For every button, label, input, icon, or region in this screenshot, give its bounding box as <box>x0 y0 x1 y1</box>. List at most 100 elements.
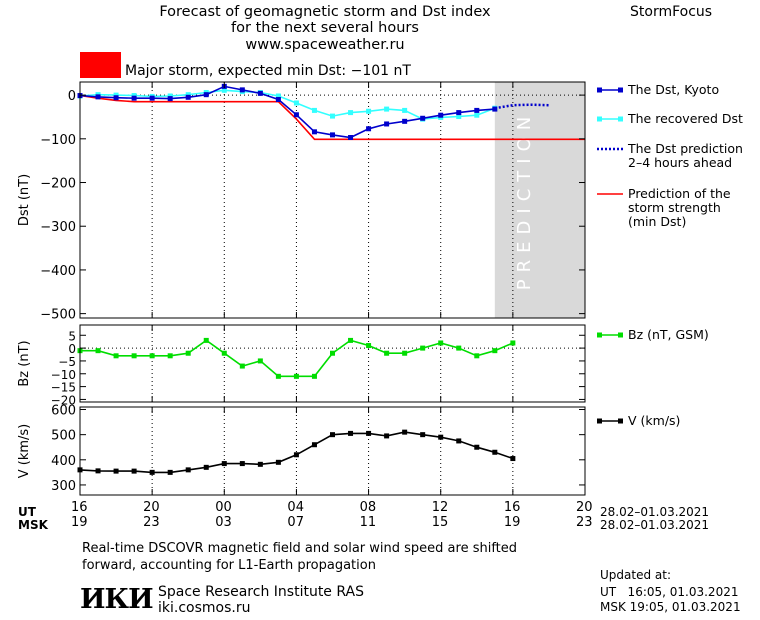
data-point <box>131 95 137 101</box>
data-point <box>167 96 173 102</box>
legend-v-marker <box>618 418 623 424</box>
data-point <box>203 92 209 98</box>
y-tick-label: −300 <box>40 220 76 235</box>
brand-name: StormFocus <box>630 4 713 20</box>
date-range-msk: 28.02–01.03.2021 <box>600 518 710 532</box>
legend-dst-recovered-label: The recovered Dst <box>627 111 743 126</box>
data-point <box>384 121 390 127</box>
y-tick-label: 300 <box>51 479 76 494</box>
legend-v-label: V (km/s) <box>628 413 680 428</box>
data-point <box>456 110 462 116</box>
data-point <box>402 107 408 113</box>
legend-dst-prediction-label: 2–4 hours ahead <box>628 155 732 170</box>
institute-name: Space Research Institute RAS <box>158 584 364 600</box>
msk-tick-label: 19 <box>71 515 88 530</box>
legend-dst-kyoto-marker <box>618 87 623 93</box>
y-tick-label: −5 <box>58 355 76 369</box>
data-point <box>311 129 317 135</box>
y-tick-label: −200 <box>40 177 76 192</box>
data-point <box>113 95 119 101</box>
data-point <box>131 353 137 359</box>
data-point <box>149 95 155 101</box>
data-point <box>221 87 227 93</box>
ut-tick-label: 04 <box>287 500 304 515</box>
y-tick-label: 0 <box>68 89 76 104</box>
y-tick-label: 500 <box>51 429 76 444</box>
ut-tick-label: 20 <box>143 500 160 515</box>
data-point <box>167 353 173 359</box>
data-point <box>456 345 462 351</box>
data-point <box>402 118 408 124</box>
data-point <box>185 94 191 100</box>
data-point <box>420 345 426 351</box>
data-point <box>275 459 281 465</box>
data-point <box>293 373 299 379</box>
data-point <box>239 461 245 467</box>
y-tick-label: −400 <box>40 264 76 279</box>
legend-dst-prediction-label: The Dst prediction <box>627 141 743 156</box>
data-point <box>474 107 480 113</box>
data-point <box>492 348 498 354</box>
y-tick-label: 400 <box>51 454 76 469</box>
storm-banner-text: Major storm, expected min Dst: −101 nT <box>125 63 411 79</box>
data-point <box>438 434 444 440</box>
data-point <box>275 93 281 99</box>
website-url[interactable]: www.spaceweather.ru <box>245 37 405 53</box>
date-range-ut: 28.02–01.03.2021 <box>600 505 710 519</box>
data-point <box>456 438 462 444</box>
data-point <box>474 353 480 359</box>
data-point <box>384 433 390 439</box>
footer-note-line2: forward, accounting for L1-Earth propaga… <box>82 558 376 573</box>
ut-tick-label: 16 <box>71 500 88 515</box>
data-point <box>510 340 516 346</box>
data-point <box>149 353 155 359</box>
data-point <box>203 337 209 343</box>
data-point <box>510 456 516 462</box>
y-tick-label: −500 <box>40 308 76 323</box>
legend-bz-marker <box>618 332 623 338</box>
ut-tick-label: 12 <box>431 500 449 515</box>
data-point <box>366 108 372 114</box>
data-point <box>311 373 317 379</box>
plot-frame <box>79 406 586 496</box>
legend-storm-strength-label: (min Dst) <box>628 214 686 229</box>
data-point <box>366 343 372 349</box>
data-point <box>293 452 299 458</box>
data-point <box>131 93 137 99</box>
ut-tick-label: 20 <box>576 500 593 515</box>
data-point <box>185 92 191 98</box>
data-point <box>474 444 480 450</box>
updated-msk: MSK 19:05, 01.03.2021 <box>600 600 741 614</box>
data-point <box>95 94 101 100</box>
data-point <box>95 468 101 474</box>
legend-bz-label: Bz (nT, GSM) <box>628 327 709 342</box>
y-tick-label: 5 <box>68 329 76 343</box>
y-tick-label: 600 <box>51 404 76 419</box>
data-point <box>203 464 209 470</box>
data-point <box>330 432 335 438</box>
data-point <box>275 373 281 379</box>
data-point <box>402 429 408 435</box>
institute-website[interactable]: iki.cosmos.ru <box>158 600 251 616</box>
ut-tick-label: 16 <box>503 500 521 515</box>
series-line <box>79 431 514 474</box>
prediction-label: PREDICTION <box>514 110 535 290</box>
data-point <box>293 100 299 106</box>
y-axis-label: Bz (nT) <box>17 340 32 386</box>
msk-tick-label: 23 <box>576 515 593 530</box>
msk-tick-label: 23 <box>143 515 160 530</box>
storm-level-indicator <box>80 52 121 78</box>
data-point <box>330 113 335 119</box>
data-point <box>438 340 444 346</box>
data-point <box>149 469 155 475</box>
data-point <box>185 350 191 356</box>
ut-tick-label: 00 <box>215 500 232 515</box>
series-line <box>79 94 585 141</box>
y-axis-label: V (km/s) <box>17 424 32 479</box>
data-point <box>131 468 137 474</box>
updated-ut: UT 16:05, 01.03.2021 <box>600 585 739 599</box>
updated-label: Updated at: <box>600 568 671 582</box>
data-point <box>257 461 263 467</box>
legend-storm-strength-label: storm strength <box>628 200 721 215</box>
y-tick-label: −20 <box>51 393 76 407</box>
